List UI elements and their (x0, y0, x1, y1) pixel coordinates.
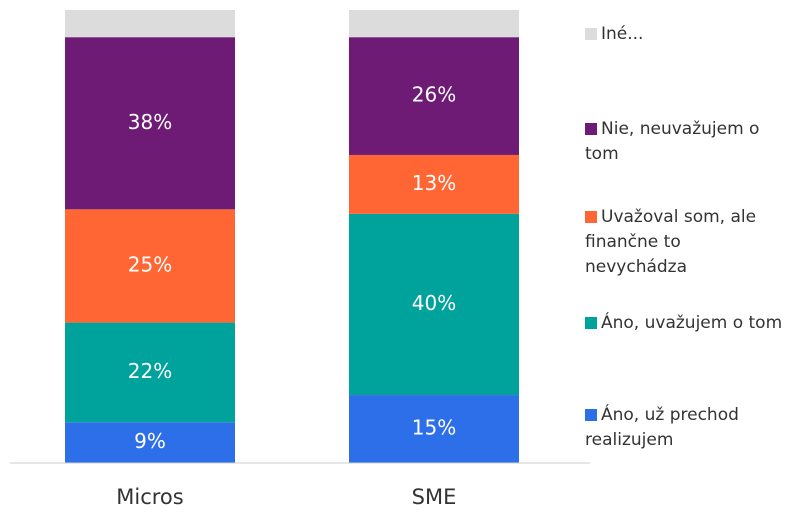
bar-segment (65, 322, 235, 423)
bar-segment (65, 422, 235, 463)
legend-swatch (585, 28, 597, 40)
legend-label: Nie, neuvažujem o tom (585, 119, 760, 164)
legend-item: Iné... (585, 22, 785, 47)
bar-segment (349, 213, 519, 396)
legend-label: Áno, uvažujem o tom (601, 313, 783, 333)
bar-segment (65, 10, 235, 38)
legend-label: Uvažoval som, ale finančne to nevychádza (585, 207, 757, 277)
legend-swatch (585, 409, 597, 421)
data-label: 38% (128, 110, 172, 134)
data-label: 22% (128, 359, 172, 383)
legend-item: Uvažoval som, ale finančne to nevychádza (585, 205, 785, 280)
legend-item: Nie, neuvažujem o tom (585, 117, 785, 167)
x-tick-label: Micros (116, 485, 183, 509)
bar-segment (349, 154, 519, 214)
legend-label: Iné... (601, 24, 644, 44)
data-label: 15% (412, 416, 456, 440)
data-label: 25% (128, 252, 172, 276)
bar-segment (349, 37, 519, 155)
legend-item: Áno, uvažujem o tom (585, 311, 785, 336)
legend-swatch (585, 211, 597, 223)
data-label: 26% (412, 83, 456, 107)
bar-segment (65, 37, 235, 210)
data-label: 13% (412, 171, 456, 195)
legend-swatch (585, 123, 597, 135)
legend-item: Áno, už prechod realizujem (585, 403, 785, 453)
bar-segment (349, 395, 519, 463)
legend-swatch (585, 317, 597, 329)
x-tick-label: SME (412, 485, 457, 509)
bar-segment (65, 209, 235, 323)
legend-label: Áno, už prechod realizujem (585, 405, 739, 450)
data-label: 9% (134, 429, 166, 453)
data-label: 40% (412, 291, 456, 315)
bar-segment (349, 10, 519, 38)
